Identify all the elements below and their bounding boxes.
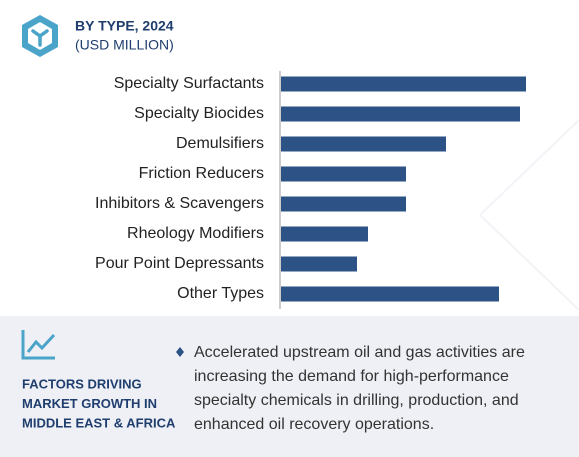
bar xyxy=(281,256,357,272)
factors-title-line: FACTORS DRIVING xyxy=(22,376,142,391)
category-label: Pour Point Depressants xyxy=(95,255,264,272)
factors-text: Accelerated upstream oil and gas activit… xyxy=(194,344,525,433)
factors-text-line: Accelerated upstream oil and gas activit… xyxy=(194,344,525,361)
header-subtitle: (USD MILLION) xyxy=(75,37,174,53)
chart: Specialty Surfactants Specialty Biocides D… xyxy=(95,71,526,309)
bar xyxy=(281,286,499,302)
factors-text-line: enhanced oil recovery operations. xyxy=(194,416,434,433)
bar xyxy=(281,136,446,152)
factors-title-line: MARKET GROWTH IN xyxy=(22,396,157,411)
category-label: Inhibitors & Scavengers xyxy=(95,195,264,212)
bar xyxy=(281,76,526,92)
factors-text-line: specialty chemicals in drilling, product… xyxy=(194,392,519,409)
category-label: Other Types xyxy=(177,285,264,302)
category-label: Friction Reducers xyxy=(139,165,264,182)
factors-panel xyxy=(0,316,579,457)
factors-text-line: increasing the demand for high-performan… xyxy=(194,368,509,385)
category-label: Demulsifiers xyxy=(176,135,264,152)
category-label: Specialty Biocides xyxy=(134,105,264,122)
bar xyxy=(281,226,368,242)
decoration xyxy=(479,119,579,311)
bullet xyxy=(176,347,184,357)
factors-title: FACTORS DRIVING MARKET GROWTH IN MIDDLE EA… xyxy=(22,376,176,430)
header-icon xyxy=(22,15,58,57)
category-label: Rheology Modifiers xyxy=(127,225,264,242)
bar xyxy=(281,106,520,122)
category-label: Specialty Surfactants xyxy=(114,75,264,92)
factors-title-line: MIDDLE EAST & AFRICA xyxy=(22,415,176,430)
header-title: BY TYPE, 2024 xyxy=(75,18,174,34)
factors-icon xyxy=(21,330,56,360)
bar xyxy=(281,196,406,212)
bar xyxy=(281,166,406,182)
